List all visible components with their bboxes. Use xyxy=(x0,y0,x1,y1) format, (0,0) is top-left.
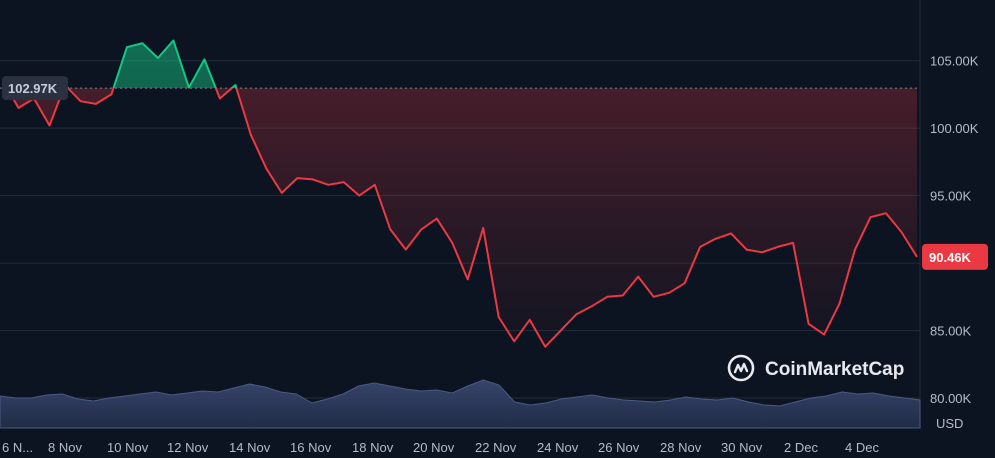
x-tick-label: 2 Dec xyxy=(784,440,818,455)
x-axis: 6 N... 8 Nov 10 Nov 12 Nov 14 Nov 16 Nov 18 No… xyxy=(2,440,879,455)
coinmarketcap-watermark: CoinMarketCap xyxy=(727,354,904,382)
x-tick-label: 22 Nov xyxy=(475,440,517,455)
x-tick-label: 20 Nov xyxy=(413,440,455,455)
y-tick-label: 80.00K xyxy=(930,391,972,406)
price-fill-area xyxy=(3,40,917,347)
volume-area xyxy=(0,379,921,429)
y-tick-label: 95.00K xyxy=(930,189,972,204)
x-tick-label: 8 Nov xyxy=(48,440,82,455)
price-line-down xyxy=(5,88,918,348)
y-tick-label: 105.00K xyxy=(930,54,979,69)
below-baseline-fill xyxy=(7,88,917,347)
x-tick-label: 6 N... xyxy=(2,440,33,455)
currency-label: USD xyxy=(936,416,963,431)
x-tick-label: 26 Nov xyxy=(598,440,640,455)
baseline-price-label: 102.97K xyxy=(8,81,58,96)
y-tick-label: 100.00K xyxy=(930,121,979,136)
y-tick-label: 85.00K xyxy=(930,324,972,339)
price-line-up xyxy=(2,39,238,89)
volume-series xyxy=(0,379,921,429)
last-price-badge: 90.46K xyxy=(922,243,988,270)
baseline-price-badge: 102.97K xyxy=(2,76,68,101)
x-tick-label: 4 Dec xyxy=(845,440,879,455)
watermark-text: CoinMarketCap xyxy=(765,359,904,380)
x-tick-label: 10 Nov xyxy=(107,440,149,455)
coinmarketcap-logo-icon xyxy=(727,354,755,382)
x-tick-label: 14 Nov xyxy=(229,440,271,455)
x-tick-label: 28 Nov xyxy=(660,440,702,455)
x-tick-label: 12 Nov xyxy=(167,440,209,455)
x-tick-label: 24 Nov xyxy=(537,440,579,455)
x-tick-label: 30 Nov xyxy=(721,440,763,455)
price-line xyxy=(2,39,918,348)
x-tick-label: 16 Nov xyxy=(290,440,332,455)
x-tick-label: 18 Nov xyxy=(352,440,394,455)
last-price-label: 90.46K xyxy=(929,250,972,265)
